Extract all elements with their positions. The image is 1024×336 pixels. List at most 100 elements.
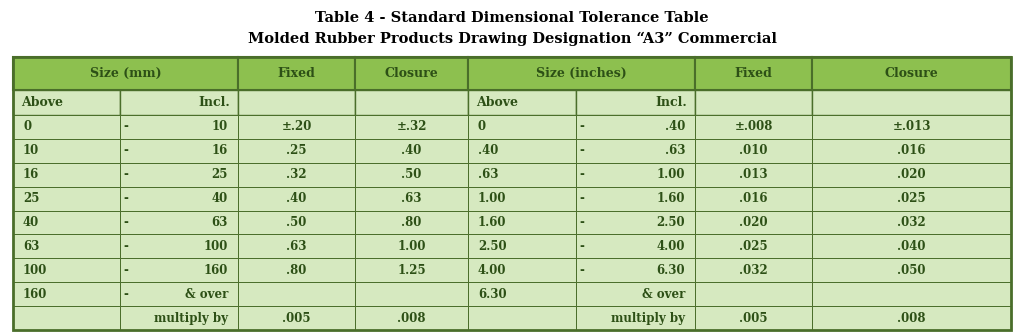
Bar [695,90,812,115]
Bar [575,235,695,258]
Bar [695,306,812,330]
Bar [238,57,355,90]
Bar [575,306,695,330]
Bar [120,163,238,187]
Text: .40: .40 [478,144,499,157]
Text: 25: 25 [23,192,39,205]
Text: Molded Rubber Products Drawing Designation “A3” Commercial: Molded Rubber Products Drawing Designati… [248,32,776,46]
Bar [468,306,575,330]
Text: 63: 63 [23,240,39,253]
Text: -: - [123,168,128,181]
Text: 1.00: 1.00 [656,168,685,181]
Bar [120,115,238,139]
Bar [695,163,812,187]
Text: Table 4 - Standard Dimensional Tolerance Table: Table 4 - Standard Dimensional Tolerance… [315,11,709,25]
Bar [13,306,120,330]
Bar [13,211,120,235]
Text: 6.30: 6.30 [656,264,685,277]
Bar [120,235,238,258]
Bar [575,163,695,187]
Text: .63: .63 [401,192,422,205]
Bar [355,187,468,211]
Text: -: - [123,288,128,301]
Bar [355,306,468,330]
Bar [13,258,120,282]
Text: -: - [579,264,584,277]
Bar [13,187,120,211]
Text: 2.50: 2.50 [478,240,507,253]
Text: ±.013: ±.013 [892,120,931,133]
Bar [355,139,468,163]
Bar [468,115,575,139]
Text: -: - [579,192,584,205]
Text: Closure: Closure [385,67,438,80]
Bar [13,139,120,163]
Text: Above: Above [22,96,63,109]
Bar [695,235,812,258]
Bar [468,139,575,163]
Text: 100: 100 [204,240,228,253]
Bar [238,211,355,235]
Text: 40: 40 [212,192,228,205]
Bar [238,258,355,282]
Text: multiply by: multiply by [154,311,228,325]
Bar [238,282,355,306]
Text: -: - [123,192,128,205]
Bar [468,258,575,282]
Text: & over: & over [642,288,685,301]
Bar [238,139,355,163]
Text: 6.30: 6.30 [478,288,507,301]
Bar [13,163,120,187]
Text: Incl.: Incl. [199,96,230,109]
Text: -: - [123,264,128,277]
Bar [355,282,468,306]
Text: Incl.: Incl. [655,96,687,109]
Bar [812,139,1011,163]
Text: 2.50: 2.50 [656,216,685,229]
Text: 4.00: 4.00 [656,240,685,253]
Bar [355,57,468,90]
Bar [13,115,120,139]
Text: -: - [123,144,128,157]
Bar [695,115,812,139]
Bar [13,235,120,258]
Bar [238,163,355,187]
Text: 100: 100 [23,264,47,277]
Text: 16: 16 [23,168,39,181]
Bar [238,306,355,330]
Text: .80: .80 [287,264,306,277]
Bar [120,258,238,282]
Bar [13,57,1011,330]
Text: 160: 160 [23,288,47,301]
Text: .63: .63 [287,240,307,253]
Bar [13,282,120,306]
Text: 4.00: 4.00 [478,264,507,277]
Text: .63: .63 [665,144,685,157]
Text: ±.008: ±.008 [734,120,773,133]
Text: 10: 10 [212,120,228,133]
Text: 160: 160 [204,264,228,277]
Text: multiply by: multiply by [611,311,685,325]
Text: 25: 25 [212,168,228,181]
Bar [355,163,468,187]
Text: .50: .50 [287,216,306,229]
Text: 63: 63 [212,216,228,229]
Bar [468,90,575,115]
Bar [695,139,812,163]
Text: .005: .005 [739,311,768,325]
Bar [120,211,238,235]
Text: 40: 40 [23,216,39,229]
Text: Size (mm): Size (mm) [90,67,162,80]
Text: .40: .40 [287,192,306,205]
Bar [238,235,355,258]
Text: & over: & over [184,288,228,301]
Text: 0: 0 [478,120,486,133]
Text: 1.25: 1.25 [397,264,426,277]
Text: .013: .013 [739,168,768,181]
Text: .005: .005 [283,311,310,325]
Bar [355,258,468,282]
Bar [120,139,238,163]
Text: .020: .020 [739,216,768,229]
Bar [575,115,695,139]
Bar [695,57,812,90]
